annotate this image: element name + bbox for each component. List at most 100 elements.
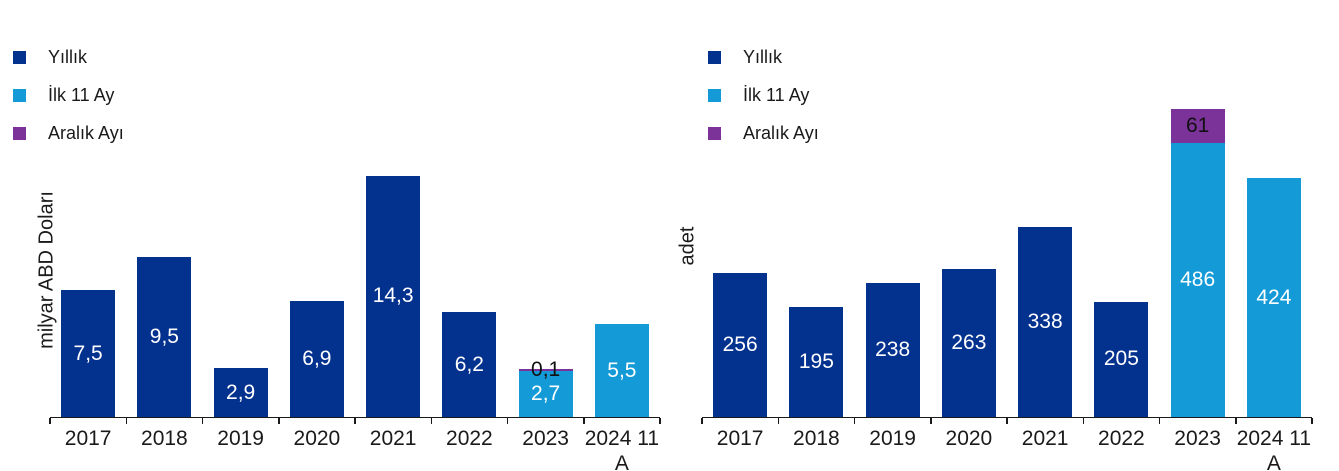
bar-2021: 14,3 bbox=[366, 175, 421, 417]
bar-2020: 6,9 bbox=[289, 300, 344, 417]
legend-item: Yıllık bbox=[13, 46, 124, 67]
bar-segment-yillik: 338 bbox=[1018, 226, 1073, 417]
bar-value-label: 195 bbox=[798, 350, 834, 374]
x-tick-label: 2021 bbox=[369, 427, 417, 450]
bar-segment-yillik: 14,3 bbox=[366, 175, 421, 417]
legend-item: İlk 11 Ay bbox=[13, 84, 124, 105]
axis-tick bbox=[1158, 418, 1161, 424]
bar-segment-yillik: 9,5 bbox=[137, 256, 192, 417]
x-tick-label: 2024 11 A bbox=[584, 427, 660, 471]
bar-segment-yillik: 263 bbox=[941, 268, 996, 417]
legend-item-label: İlk 11 Ay bbox=[48, 84, 115, 105]
axis-tick bbox=[278, 418, 280, 424]
bar-2019: 2,9 bbox=[213, 368, 268, 417]
legend-item-label: İlk 11 Ay bbox=[743, 84, 810, 105]
x-tick-label: 2019 bbox=[217, 427, 264, 450]
y-axis-title: milyar ABD Doları bbox=[35, 191, 58, 349]
bar-segment-yillik: 195 bbox=[789, 307, 844, 417]
axis-tick bbox=[201, 418, 204, 424]
ilk11-legend-swatch-icon bbox=[708, 88, 721, 102]
aralik-legend-swatch-icon bbox=[708, 126, 721, 140]
x-tick-label: 2019 bbox=[869, 427, 916, 450]
bar-2019: 238 bbox=[865, 282, 920, 417]
legend: Yıllık İlk 11 Ay Aralık Ayı bbox=[708, 46, 819, 163]
legend-item-label: Yıllık bbox=[48, 46, 88, 67]
bar-2023: 2,7 0,1 bbox=[518, 358, 573, 417]
bar-value-label: 263 bbox=[951, 330, 987, 354]
bar-2022: 205 bbox=[1094, 301, 1149, 417]
x-tick-label: 2023 bbox=[1174, 427, 1221, 450]
axis-tick bbox=[49, 418, 51, 424]
yillik-legend-swatch-icon bbox=[708, 50, 721, 64]
x-tick-label: 2022 bbox=[446, 427, 493, 450]
bar-segment-aralik: 61 bbox=[1170, 108, 1225, 144]
axis-tick bbox=[659, 418, 661, 424]
x-tick-label: 2017 bbox=[716, 427, 764, 450]
legend-item: İlk 11 Ay bbox=[708, 84, 819, 105]
axis-tick bbox=[1311, 418, 1313, 424]
bar-2018: 9,5 bbox=[137, 256, 192, 417]
axis-tick bbox=[125, 418, 127, 424]
bar-segment-yillik: 256 bbox=[713, 272, 768, 417]
y-axis-title: adet bbox=[676, 226, 699, 266]
bar-segment-yillik: 2,9 bbox=[213, 368, 268, 417]
bar-2023: 486 61 bbox=[1170, 108, 1225, 417]
bar-value-label: 14,3 bbox=[372, 284, 414, 308]
legend-item-label: Yıllık bbox=[743, 46, 783, 67]
x-tick-label: 2022 bbox=[1098, 427, 1145, 450]
bar-segment-aralik: 0,1 bbox=[518, 358, 573, 381]
bar-segment-yillik: 6,2 bbox=[442, 312, 497, 417]
legend-item: Yıllık bbox=[708, 46, 819, 67]
bar-value-label: 7,5 bbox=[73, 341, 103, 365]
bar-segment-yillik: 6,9 bbox=[289, 300, 344, 417]
bar-value-label: 2,7 bbox=[531, 382, 561, 406]
x-tick-label: 2023 bbox=[522, 427, 569, 450]
yillik-legend-swatch-icon bbox=[13, 50, 26, 64]
bar-value-label: 338 bbox=[1027, 309, 1063, 333]
bar-value-label: 6,2 bbox=[454, 352, 484, 376]
ilk11-legend-swatch-icon bbox=[13, 88, 26, 102]
x-tick-label: 2018 bbox=[141, 427, 188, 450]
bar-value-label: 256 bbox=[722, 332, 758, 356]
bar-2018: 195 bbox=[789, 307, 844, 417]
bar-segment-ilk11: 2,7 bbox=[518, 371, 573, 417]
bar-2021: 338 bbox=[1018, 226, 1073, 417]
axis-tick bbox=[1082, 418, 1084, 424]
axis-tick bbox=[430, 418, 432, 424]
bar-2020: 263 bbox=[941, 268, 996, 417]
bar-segment-yillik: 7,5 bbox=[61, 290, 116, 417]
bar-segment-ilk11: 5,5 bbox=[594, 324, 649, 417]
bar-2017: 7,5 bbox=[61, 290, 116, 417]
bar-2022: 6,2 bbox=[442, 312, 497, 417]
chart-count: Yıllık İlk 11 Ay Aralık Ayı adet 256 2017 195 2… bbox=[669, 0, 1339, 471]
axis-tick bbox=[777, 418, 779, 424]
x-tick-label: 2021 bbox=[1021, 427, 1069, 450]
bar-2024-11-A: 424 bbox=[1246, 178, 1301, 417]
axis-tick bbox=[583, 418, 585, 424]
bar-value-label: 6,9 bbox=[302, 346, 332, 370]
x-tick-label: 2017 bbox=[64, 427, 112, 450]
axis-tick bbox=[701, 418, 703, 424]
bar-value-label: 0,1 bbox=[531, 358, 561, 382]
bar-value-label: 424 bbox=[1256, 285, 1292, 309]
bar-value-label: 5,5 bbox=[607, 358, 637, 382]
legend-item: Aralık Ayı bbox=[13, 123, 124, 143]
legend: Yıllık İlk 11 Ay Aralık Ayı bbox=[13, 46, 124, 163]
bar-segment-yillik: 238 bbox=[865, 282, 920, 417]
x-tick-label: 2020 bbox=[945, 427, 993, 450]
axis-tick bbox=[506, 418, 509, 424]
axis-tick bbox=[853, 418, 856, 424]
axis-tick bbox=[1006, 418, 1008, 424]
legend-item-label: Aralık Ayı bbox=[743, 122, 819, 143]
bar-2024-11-A: 5,5 bbox=[594, 324, 649, 417]
bar-value-label: 61 bbox=[1185, 114, 1210, 138]
x-axis-line bbox=[49, 417, 661, 424]
bar-value-label: 238 bbox=[875, 337, 911, 361]
bar-value-label: 2,9 bbox=[226, 380, 256, 404]
chart-usd: Yıllık İlk 11 Ay Aralık Ayı milyar ABD Dola… bbox=[0, 0, 669, 471]
bar-segment-yillik: 205 bbox=[1094, 301, 1149, 417]
bar-value-label: 486 bbox=[1180, 268, 1216, 292]
bar-2017: 256 bbox=[713, 272, 768, 417]
x-tick-label: 2018 bbox=[793, 427, 840, 450]
